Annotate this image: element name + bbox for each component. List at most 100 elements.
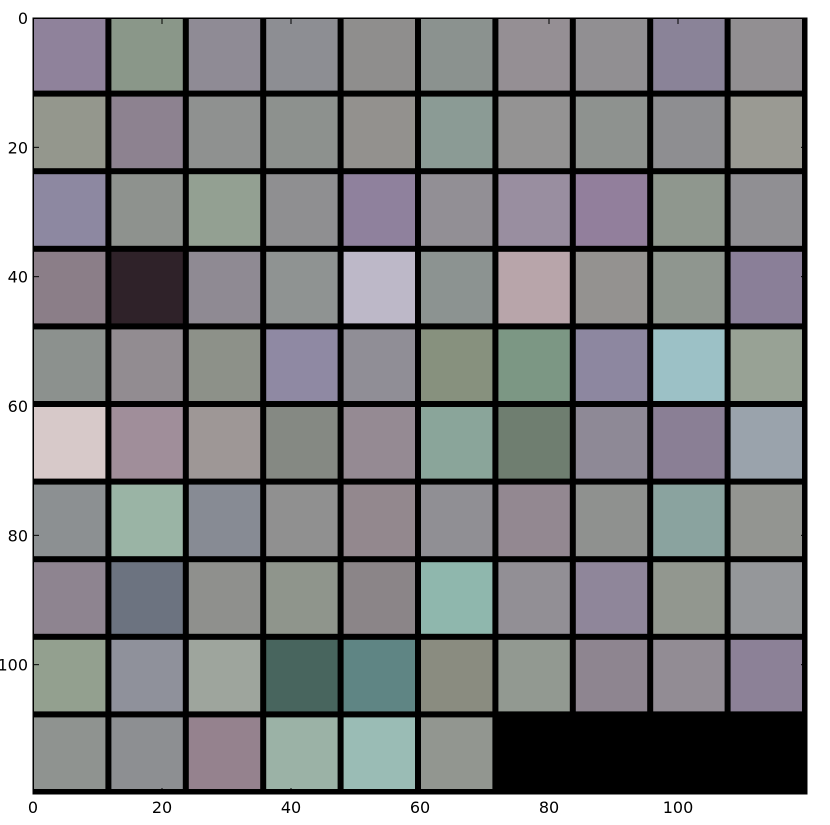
image-tile bbox=[188, 251, 261, 324]
y-tick-label: 100 bbox=[0, 656, 28, 675]
image-tile bbox=[343, 251, 415, 324]
image-tile bbox=[188, 639, 261, 712]
image-tile bbox=[575, 639, 648, 712]
image-tile bbox=[343, 484, 415, 557]
image-tile bbox=[730, 96, 802, 169]
image-tile bbox=[575, 484, 648, 557]
image-tile bbox=[575, 96, 648, 169]
image-tile bbox=[498, 484, 570, 557]
image-tile bbox=[575, 19, 648, 91]
image-tile bbox=[730, 562, 802, 634]
image-tile bbox=[421, 96, 493, 169]
x-axis: 0 20 40 60 80 100 bbox=[28, 18, 693, 817]
image-tile bbox=[730, 174, 802, 246]
image-tile bbox=[266, 407, 338, 479]
image-tile bbox=[653, 174, 725, 246]
image-tile bbox=[498, 96, 570, 169]
image-tile bbox=[421, 19, 493, 91]
y-tick-label: 40 bbox=[8, 268, 28, 287]
image-tile bbox=[266, 717, 338, 789]
image-tile bbox=[653, 407, 725, 479]
image-tile bbox=[111, 562, 183, 634]
image-tile bbox=[188, 407, 261, 479]
image-tile bbox=[653, 96, 725, 169]
image-tile bbox=[266, 96, 338, 169]
image-tile bbox=[188, 19, 261, 91]
image-tile bbox=[730, 484, 802, 557]
x-tick-label: 100 bbox=[663, 798, 694, 817]
image-tile bbox=[498, 329, 570, 401]
x-tick-label: 80 bbox=[539, 798, 559, 817]
image-tile bbox=[575, 251, 648, 324]
image-tile bbox=[343, 96, 415, 169]
image-tile bbox=[111, 639, 183, 712]
y-tick-label: 20 bbox=[8, 138, 28, 157]
image-tile bbox=[266, 639, 338, 712]
image-tile bbox=[653, 484, 725, 557]
image-tile bbox=[343, 639, 415, 712]
image-tile bbox=[188, 484, 261, 557]
image-tile bbox=[34, 717, 106, 789]
image-tile bbox=[266, 562, 338, 634]
image-tile bbox=[111, 251, 183, 324]
image-tile bbox=[34, 96, 106, 169]
x-tick-label: 20 bbox=[152, 798, 172, 817]
image-tile bbox=[111, 407, 183, 479]
image-tile bbox=[421, 407, 493, 479]
image-tile bbox=[34, 639, 106, 712]
image-tile bbox=[653, 19, 725, 91]
image-tile bbox=[343, 562, 415, 634]
image-tile bbox=[34, 562, 106, 634]
image-tile bbox=[343, 329, 415, 401]
image-tile bbox=[111, 174, 183, 246]
image-tile bbox=[188, 96, 261, 169]
image-tile bbox=[498, 251, 570, 324]
image-tile bbox=[34, 407, 106, 479]
image-tile bbox=[266, 329, 338, 401]
image-tile bbox=[421, 329, 493, 401]
image-tile bbox=[343, 19, 415, 91]
image-tile bbox=[266, 19, 338, 91]
image-tile bbox=[653, 251, 725, 324]
image-tile bbox=[111, 19, 183, 91]
image-tile bbox=[730, 407, 802, 479]
image-tile bbox=[111, 484, 183, 557]
x-tick-label: 60 bbox=[410, 798, 430, 817]
y-tick-label: 80 bbox=[8, 526, 28, 545]
image-tile bbox=[34, 329, 106, 401]
y-tick-label: 60 bbox=[8, 397, 28, 416]
image-tile bbox=[575, 174, 648, 246]
image-tile bbox=[498, 19, 570, 91]
image-tile bbox=[266, 484, 338, 557]
image-tile bbox=[421, 639, 493, 712]
image-tile bbox=[343, 174, 415, 246]
x-tick-label: 40 bbox=[281, 798, 301, 817]
image-tile bbox=[343, 407, 415, 479]
image-tile bbox=[421, 562, 493, 634]
image-tile bbox=[111, 329, 183, 401]
image-tile bbox=[188, 174, 261, 246]
image-tile bbox=[653, 562, 725, 634]
image-tile bbox=[34, 251, 106, 324]
image-tile bbox=[266, 251, 338, 324]
image-tile bbox=[266, 174, 338, 246]
image-tile bbox=[421, 717, 493, 789]
y-tick-label: 0 bbox=[18, 9, 28, 28]
image-tile bbox=[730, 251, 802, 324]
image-tile bbox=[498, 407, 570, 479]
image-tile bbox=[575, 562, 648, 634]
image-tile bbox=[498, 639, 570, 712]
image-tile bbox=[730, 639, 802, 712]
image-tile bbox=[421, 484, 493, 557]
image-tile bbox=[575, 407, 648, 479]
image-tile bbox=[653, 329, 725, 401]
image-tile bbox=[653, 639, 725, 712]
image-tile bbox=[34, 174, 106, 246]
image-tile bbox=[498, 174, 570, 246]
image-tile bbox=[421, 251, 493, 324]
y-axis: 0 20 40 60 80 100 bbox=[0, 9, 807, 675]
image-tile bbox=[188, 329, 261, 401]
image-tile bbox=[730, 329, 802, 401]
image-tile bbox=[730, 19, 802, 91]
